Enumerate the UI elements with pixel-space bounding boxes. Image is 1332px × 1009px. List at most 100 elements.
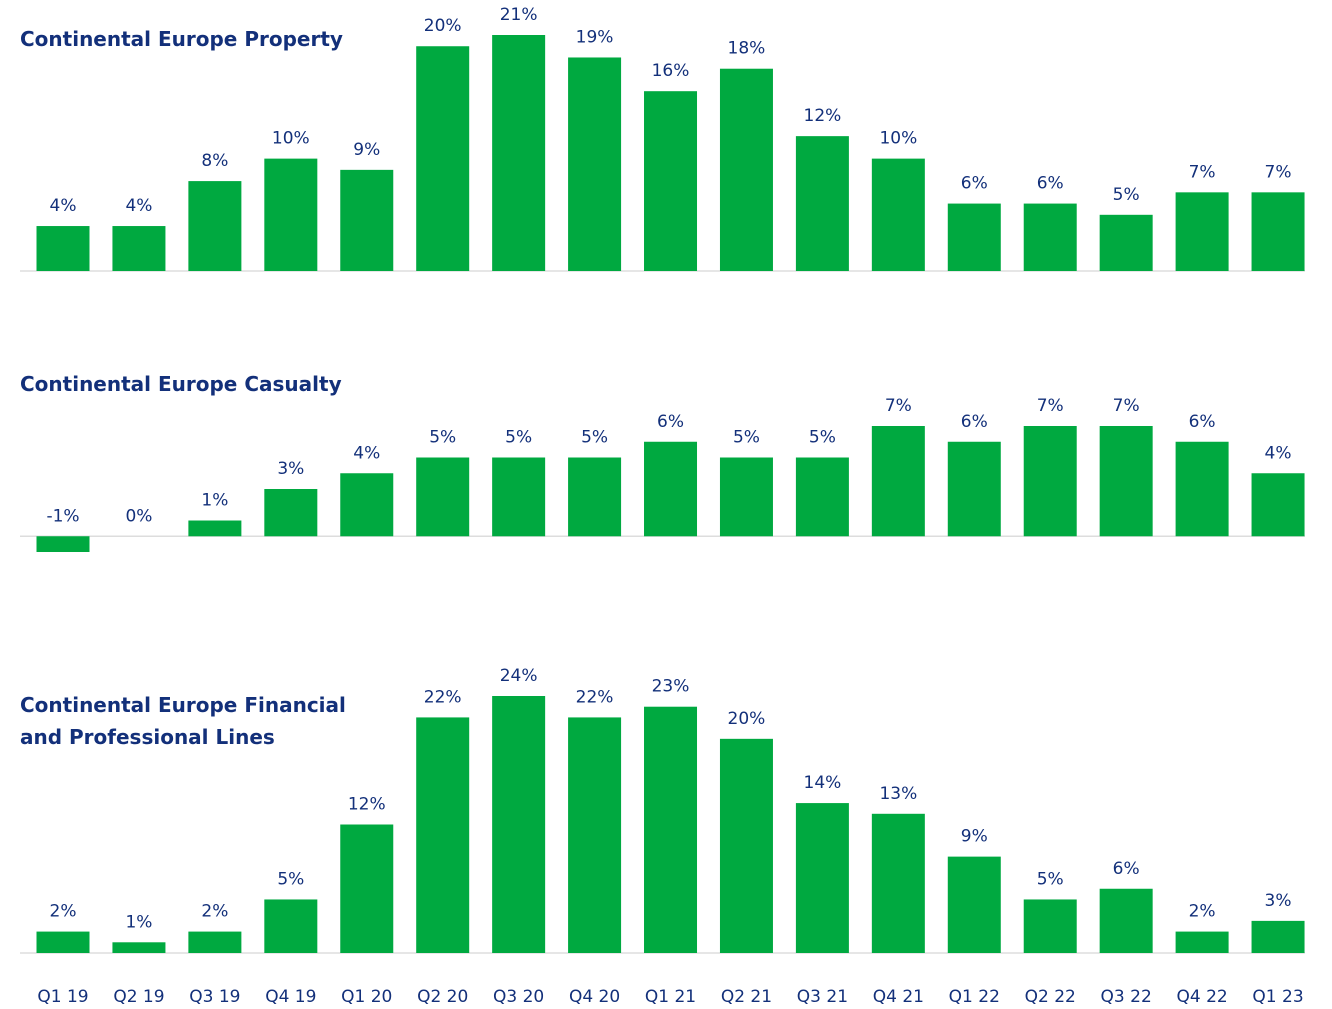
bar xyxy=(1175,441,1229,537)
bar xyxy=(36,536,90,552)
chart-title: Continental Europe Property xyxy=(20,27,343,51)
value-label: 5% xyxy=(277,869,304,889)
value-label: 5% xyxy=(505,428,532,448)
value-label: 9% xyxy=(353,140,380,160)
bar xyxy=(340,169,394,271)
bar xyxy=(264,899,318,953)
value-label: 5% xyxy=(1037,869,1064,889)
x-tick-label: Q3 21 xyxy=(797,987,848,1007)
value-label: 8% xyxy=(201,151,228,171)
bar xyxy=(416,457,470,537)
x-tick-label: Q3 22 xyxy=(1101,987,1152,1007)
value-label: 24% xyxy=(500,666,538,686)
bar xyxy=(644,91,698,271)
bar xyxy=(719,457,773,537)
value-label: 18% xyxy=(728,39,766,59)
value-label: 7% xyxy=(885,396,912,416)
bar xyxy=(492,696,546,953)
value-label: 12% xyxy=(804,106,842,126)
bar xyxy=(644,441,698,537)
x-tick-label: Q1 23 xyxy=(1252,987,1303,1007)
value-label: 19% xyxy=(576,27,614,47)
value-label: 14% xyxy=(804,773,842,793)
value-label: 6% xyxy=(1037,174,1064,194)
value-label: 9% xyxy=(961,827,988,847)
bar xyxy=(644,706,698,953)
value-label: 12% xyxy=(348,795,386,815)
value-label: 5% xyxy=(733,428,760,448)
value-label: 3% xyxy=(277,459,304,479)
x-tick-label: Q1 20 xyxy=(341,987,392,1007)
bar xyxy=(1175,192,1229,271)
x-tick-label: Q4 20 xyxy=(569,987,620,1007)
x-tick-label: Q3 19 xyxy=(189,987,240,1007)
x-tick-label: Q1 22 xyxy=(949,987,1000,1007)
value-label: 6% xyxy=(1113,859,1140,879)
bar xyxy=(719,68,773,271)
value-label: 6% xyxy=(961,174,988,194)
value-label: 2% xyxy=(201,902,228,922)
bar xyxy=(568,717,622,953)
bar xyxy=(947,441,1001,537)
x-tick-label: Q1 19 xyxy=(37,987,88,1007)
value-label: 23% xyxy=(652,677,690,697)
bar xyxy=(416,46,470,271)
bar xyxy=(1023,426,1077,537)
bar xyxy=(568,57,622,271)
value-label: 3% xyxy=(1265,891,1292,911)
value-label: 6% xyxy=(1189,412,1216,432)
value-label: 10% xyxy=(879,129,917,149)
bar xyxy=(871,813,925,953)
bar xyxy=(568,457,622,537)
bar xyxy=(795,457,849,537)
bar xyxy=(871,426,925,537)
bar xyxy=(947,203,1001,271)
value-label: 7% xyxy=(1265,162,1292,182)
bar xyxy=(1023,899,1077,953)
bar xyxy=(36,931,90,953)
value-label: 6% xyxy=(961,412,988,432)
x-tick-label: Q1 21 xyxy=(645,987,696,1007)
bar xyxy=(1175,931,1229,953)
bar xyxy=(188,520,242,537)
value-label: 1% xyxy=(125,912,152,932)
bar xyxy=(1099,214,1153,271)
value-label: 20% xyxy=(728,709,766,729)
value-label: 5% xyxy=(809,428,836,448)
chart-title: Continental Europe Casualty xyxy=(20,372,342,396)
bar xyxy=(188,181,242,271)
bar xyxy=(1099,426,1153,537)
bar xyxy=(1251,192,1305,271)
value-label: 22% xyxy=(424,687,462,707)
bar xyxy=(340,824,394,953)
value-label: 4% xyxy=(125,196,152,216)
value-label: 10% xyxy=(272,129,310,149)
bar xyxy=(340,473,394,537)
bar xyxy=(947,856,1001,953)
bar xyxy=(492,35,546,271)
x-tick-label: Q2 21 xyxy=(721,987,772,1007)
x-tick-label: Q3 20 xyxy=(493,987,544,1007)
bar xyxy=(1251,920,1305,953)
value-label: 16% xyxy=(652,61,690,81)
bar xyxy=(1251,473,1305,537)
bar xyxy=(871,158,925,271)
value-label: 4% xyxy=(353,443,380,463)
chart-title: Continental Europe Financial and Profess… xyxy=(20,693,346,749)
bar xyxy=(492,457,546,537)
value-label: 4% xyxy=(50,196,77,216)
x-tick-label: Q2 19 xyxy=(113,987,164,1007)
value-label: 13% xyxy=(879,784,917,804)
bar xyxy=(416,717,470,953)
value-label: 6% xyxy=(657,412,684,432)
bar xyxy=(112,942,166,953)
value-label: 20% xyxy=(424,16,462,36)
value-label: -1% xyxy=(46,506,79,526)
value-label: 2% xyxy=(50,902,77,922)
bar xyxy=(719,738,773,953)
x-tick-label: Q4 21 xyxy=(873,987,924,1007)
value-label: 5% xyxy=(581,428,608,448)
bar xyxy=(264,489,318,537)
value-label: 7% xyxy=(1189,162,1216,182)
